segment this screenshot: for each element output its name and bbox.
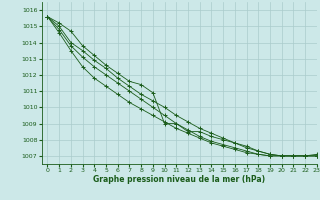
X-axis label: Graphe pression niveau de la mer (hPa): Graphe pression niveau de la mer (hPa) [93, 175, 265, 184]
